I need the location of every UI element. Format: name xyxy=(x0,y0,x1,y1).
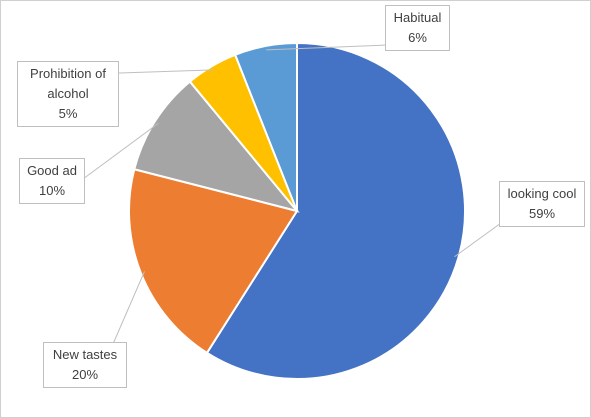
label-category: New tastes xyxy=(52,347,118,362)
data-label: looking cool 59% xyxy=(499,181,585,227)
leader-line xyxy=(118,69,214,74)
label-value: 20% xyxy=(71,367,99,382)
data-label: Good ad 10% xyxy=(19,158,85,204)
data-label: Prohibition of alcohol 5% xyxy=(17,61,119,127)
label-category: looking cool xyxy=(507,186,577,201)
label-category: Good ad xyxy=(27,163,77,178)
pie-slice xyxy=(205,41,466,380)
data-label: New tastes 20% xyxy=(43,342,127,388)
leader-line xyxy=(112,271,145,345)
leader-line xyxy=(266,44,388,51)
label-category: Prohibition of alcohol xyxy=(30,66,106,101)
data-label: Habitual 6% xyxy=(385,5,450,51)
label-category: Habitual xyxy=(393,10,442,25)
label-value: 59% xyxy=(528,206,556,221)
pie-slice xyxy=(128,168,299,355)
label-value: 6% xyxy=(408,30,427,45)
label-value: 10% xyxy=(38,183,66,198)
pie-slice xyxy=(133,80,300,213)
leader-line xyxy=(454,222,502,258)
leader-line xyxy=(82,122,159,180)
pie-slice xyxy=(233,41,298,212)
label-value: 5% xyxy=(58,106,78,121)
